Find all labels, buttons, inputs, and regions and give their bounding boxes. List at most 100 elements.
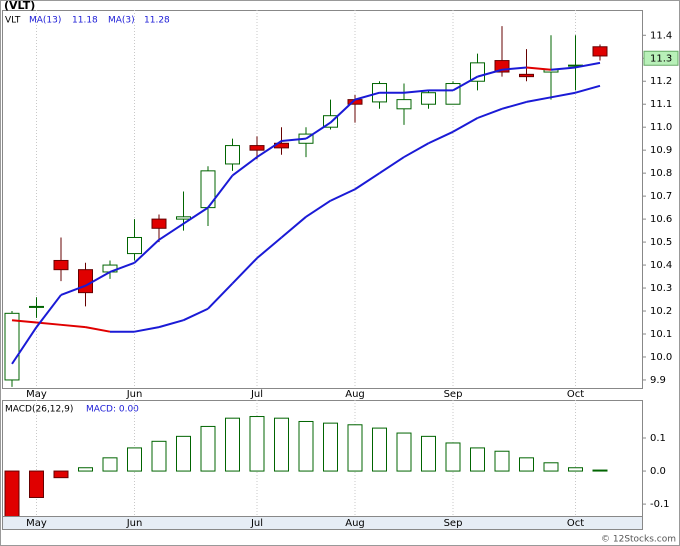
- ma-line: [526, 66, 552, 71]
- ma-line: [60, 323, 86, 329]
- ma-line: [158, 319, 184, 329]
- ma-line: [207, 174, 234, 209]
- macd-bar: [249, 416, 265, 472]
- y-tick-label: 10.4: [650, 260, 672, 271]
- macd-bar: [519, 457, 534, 472]
- y-tick-label: 10.7: [650, 191, 672, 202]
- macd-bar: [78, 467, 93, 472]
- candle-body: [127, 236, 142, 255]
- ma-line: [477, 68, 503, 78]
- macd-bar: [323, 422, 338, 472]
- macd-bar: [568, 467, 583, 472]
- candle-body: [78, 269, 93, 294]
- ma-line: [305, 121, 332, 140]
- candle-body: [176, 216, 191, 220]
- ma-line: [428, 130, 454, 145]
- ma-line: [354, 91, 380, 101]
- ma-line: [575, 84, 601, 94]
- x-tick-label: Aug: [345, 518, 365, 529]
- y-tick-label: 10.5: [650, 237, 672, 248]
- x-tick-label: Jun: [126, 518, 143, 529]
- x-tick-label: Jun: [126, 389, 143, 400]
- macd-bar: [53, 470, 69, 479]
- y-tick-label: 10.3: [650, 283, 672, 294]
- ma-line: [550, 66, 576, 71]
- macd-bar: [29, 470, 44, 498]
- macd-bar: [102, 457, 118, 472]
- candle-body: [249, 145, 265, 151]
- macd-bar: [151, 440, 167, 472]
- legend-ma3-value: 11.28: [144, 16, 170, 26]
- ma-line: [207, 282, 234, 310]
- y-tick-label: 11.0: [650, 122, 672, 133]
- price-plot: [4, 10, 608, 388]
- price-panel: [2, 10, 643, 389]
- candle-body: [519, 73, 534, 78]
- ma-line: [182, 206, 209, 225]
- ma-line: [575, 61, 601, 69]
- ma-line: [280, 216, 307, 239]
- ma-line: [329, 98, 356, 124]
- ma-line: [354, 172, 381, 191]
- x-tick-label: Sep: [444, 518, 463, 529]
- last-price-box: [643, 50, 679, 66]
- ma-line: [477, 107, 503, 119]
- macd-bar: [176, 435, 191, 472]
- macd-bar: [592, 469, 608, 472]
- legend-ma13-value: 11.18: [72, 16, 98, 26]
- ma-line: [85, 271, 111, 287]
- ma-line: [35, 294, 62, 328]
- y-tick-label: 10.2: [650, 306, 672, 317]
- chart-title: (VLT): [4, 0, 35, 12]
- macd-title: MACD(26,12,9): [5, 405, 73, 415]
- y-tick-label: 10.0: [650, 352, 672, 363]
- macd-bar: [396, 432, 412, 472]
- ma-line: [305, 199, 332, 218]
- x-tick-label: Oct: [567, 518, 584, 529]
- legend-symbol: VLT: [5, 16, 21, 26]
- ma-line: [526, 96, 552, 103]
- y-tick-label: 0.0: [650, 466, 666, 477]
- legend-ma13: MA(13): [29, 16, 61, 26]
- y-tick-label: 9.9: [650, 375, 666, 386]
- x-tick-label: May: [26, 389, 47, 400]
- candle-body: [592, 46, 608, 57]
- candle-body: [29, 305, 44, 308]
- ma-line: [231, 257, 258, 285]
- macd-bar: [127, 447, 142, 472]
- ma-line: [403, 89, 429, 94]
- x-tick-label: Jul: [250, 389, 263, 400]
- ma-line: [133, 239, 160, 264]
- ma-line: [60, 284, 86, 296]
- x-tick-label: Oct: [567, 389, 584, 400]
- macd-bar: [494, 450, 510, 472]
- ma-line: [256, 236, 283, 259]
- macd-bar: [372, 427, 387, 472]
- macd-bar: [543, 462, 559, 472]
- macd-bar: [298, 420, 314, 472]
- macd-bar: [347, 424, 363, 472]
- footer: © 12Stocks.com: [601, 535, 676, 545]
- candle-body: [494, 60, 510, 73]
- y-tick-label: 10.9: [650, 145, 672, 156]
- x-tick-label: Sep: [444, 389, 463, 400]
- x-tick-label: May: [26, 518, 47, 529]
- ma-line: [452, 117, 478, 133]
- ma-line: [330, 188, 356, 202]
- y-tick-label: 11.4: [650, 30, 672, 41]
- candle-body: [421, 92, 436, 105]
- date-strip: [2, 516, 643, 530]
- ma-line: [378, 156, 405, 174]
- ma-line: [109, 261, 135, 273]
- x-tick-label: Aug: [345, 389, 365, 400]
- ma-line: [183, 307, 209, 322]
- y-tick-label: 10.8: [650, 168, 672, 179]
- ma-line: [134, 326, 160, 333]
- macd-bar: [445, 442, 461, 472]
- ma-line: [11, 326, 38, 365]
- ma-line: [11, 319, 37, 324]
- ma-line: [501, 66, 527, 71]
- ma-line: [256, 140, 283, 158]
